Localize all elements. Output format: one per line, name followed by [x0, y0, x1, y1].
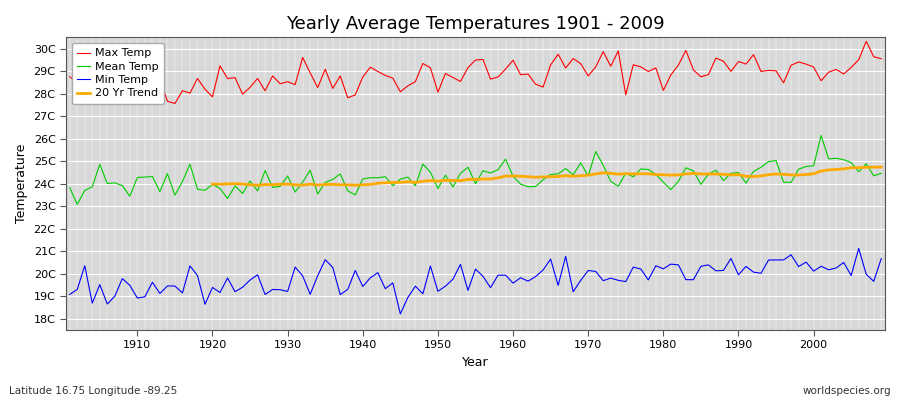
Min Temp	[876, 256, 886, 261]
Max Temp	[606, 64, 616, 69]
20 Yr Trend	[290, 182, 301, 187]
20 Yr Trend	[500, 174, 511, 178]
Min Temp	[395, 312, 406, 316]
Max Temp	[297, 55, 308, 60]
Title: Yearly Average Temperatures 1901 - 2009: Yearly Average Temperatures 1901 - 2009	[286, 15, 665, 33]
Line: 20 Yr Trend: 20 Yr Trend	[212, 167, 881, 185]
Mean Temp	[72, 202, 83, 207]
Mean Temp	[515, 182, 526, 186]
Min Temp	[606, 276, 616, 280]
Max Temp	[169, 101, 180, 106]
Text: Latitude 16.75 Longitude -89.25: Latitude 16.75 Longitude -89.25	[9, 386, 177, 396]
Mean Temp	[815, 133, 826, 138]
20 Yr Trend	[335, 182, 346, 187]
Mean Temp	[876, 171, 886, 176]
Max Temp	[64, 74, 75, 79]
Max Temp	[342, 95, 353, 100]
Max Temp	[515, 72, 526, 77]
Min Temp	[64, 292, 75, 297]
X-axis label: Year: Year	[463, 356, 489, 369]
Text: worldspecies.org: worldspecies.org	[803, 386, 891, 396]
Min Temp	[508, 281, 518, 286]
Mean Temp	[606, 179, 616, 184]
Min Temp	[515, 275, 526, 280]
Mean Temp	[342, 188, 353, 193]
Legend: Max Temp, Mean Temp, Min Temp, 20 Yr Trend: Max Temp, Mean Temp, Min Temp, 20 Yr Tre…	[71, 43, 164, 104]
Mean Temp	[508, 174, 518, 179]
20 Yr Trend	[876, 165, 886, 170]
Line: Max Temp: Max Temp	[69, 41, 881, 104]
Min Temp	[853, 246, 864, 251]
20 Yr Trend	[508, 174, 518, 178]
20 Yr Trend	[598, 170, 608, 175]
Max Temp	[860, 39, 871, 44]
Min Temp	[335, 292, 346, 297]
Min Temp	[290, 265, 301, 270]
Max Temp	[876, 56, 886, 61]
Max Temp	[124, 81, 135, 86]
Y-axis label: Temperature: Temperature	[15, 144, 28, 223]
Line: Mean Temp: Mean Temp	[69, 136, 881, 204]
Min Temp	[124, 283, 135, 288]
Mean Temp	[64, 185, 75, 190]
Mean Temp	[297, 180, 308, 184]
Line: Min Temp: Min Temp	[69, 248, 881, 314]
Max Temp	[508, 58, 518, 63]
Mean Temp	[132, 175, 143, 180]
